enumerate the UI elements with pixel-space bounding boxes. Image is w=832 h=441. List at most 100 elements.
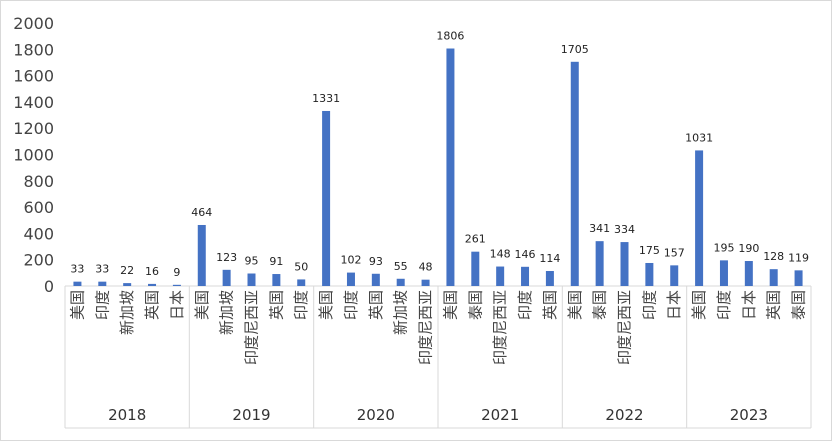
bar xyxy=(471,251,480,286)
category-label: 印度 xyxy=(715,290,733,320)
category-label: 日本 xyxy=(740,290,758,320)
data-label: 146 xyxy=(515,248,536,261)
data-label: 261 xyxy=(465,233,486,246)
bar xyxy=(322,110,331,286)
data-label: 148 xyxy=(490,248,511,261)
data-label: 123 xyxy=(216,251,237,264)
bar xyxy=(247,273,256,286)
category-label: 新加坡 xyxy=(118,290,136,335)
category-label: 印度尼西亚 xyxy=(616,290,634,365)
bar xyxy=(695,150,704,286)
data-label: 95 xyxy=(245,255,259,268)
category-label: 英国 xyxy=(143,290,161,320)
bar xyxy=(172,284,181,286)
data-label: 22 xyxy=(120,264,134,277)
data-label: 119 xyxy=(788,251,809,264)
data-label: 50 xyxy=(294,260,308,273)
data-label: 93 xyxy=(369,255,383,268)
category-label: 印度尼西亚 xyxy=(491,290,509,365)
category-label: 泰国 xyxy=(591,290,609,320)
category-label: 日本 xyxy=(168,290,186,320)
data-label: 195 xyxy=(713,241,734,254)
year-label: 2023 xyxy=(730,406,768,424)
y-tick-label: 800 xyxy=(23,172,54,191)
data-label: 190 xyxy=(738,242,759,255)
category-label: 印度 xyxy=(516,290,534,320)
bar xyxy=(222,269,231,286)
bar xyxy=(570,61,579,287)
year-label: 2018 xyxy=(108,406,146,424)
category-label: 美国 xyxy=(690,290,708,320)
category-label: 英国 xyxy=(367,290,385,320)
data-label: 1031 xyxy=(685,131,713,144)
category-label: 新加坡 xyxy=(218,290,236,335)
data-label: 1331 xyxy=(312,92,340,105)
data-label: 9 xyxy=(173,266,180,279)
category-label: 英国 xyxy=(267,290,285,320)
bar xyxy=(421,279,430,286)
y-tick-label: 1600 xyxy=(13,67,54,86)
y-tick-label: 200 xyxy=(23,251,54,270)
data-label: 128 xyxy=(763,250,784,263)
bar xyxy=(719,260,728,286)
data-label: 341 xyxy=(589,222,610,235)
year-label: 2021 xyxy=(481,406,519,424)
year-label: 2020 xyxy=(357,406,395,424)
data-label: 114 xyxy=(539,252,560,265)
bar xyxy=(371,273,380,286)
y-tick-label: 0 xyxy=(44,277,54,296)
data-label: 16 xyxy=(145,265,159,278)
data-label: 55 xyxy=(394,260,408,273)
y-tick-label: 1800 xyxy=(13,40,54,59)
category-label: 印度 xyxy=(640,290,658,320)
category-label: 印度尼西亚 xyxy=(243,290,261,365)
category-label: 印度尼西亚 xyxy=(417,290,435,365)
bar xyxy=(521,266,530,286)
bar xyxy=(620,242,629,286)
category-label: 泰国 xyxy=(466,290,484,320)
category-label: 印度 xyxy=(93,290,111,320)
category-label: 美国 xyxy=(68,290,86,320)
bar xyxy=(148,283,157,286)
bar xyxy=(346,272,355,286)
bar xyxy=(123,283,132,286)
bar xyxy=(272,274,281,286)
category-label: 日本 xyxy=(665,290,683,320)
y-tick-label: 400 xyxy=(23,224,54,243)
category-label: 泰国 xyxy=(790,290,808,320)
y-tick-label: 1000 xyxy=(13,146,54,165)
bar xyxy=(197,224,206,286)
category-label: 美国 xyxy=(441,290,459,320)
bar xyxy=(446,48,455,286)
y-tick-label: 600 xyxy=(23,198,54,217)
bar xyxy=(545,271,554,286)
bar xyxy=(794,270,803,286)
bar xyxy=(297,279,306,286)
category-label: 印度 xyxy=(342,290,360,320)
bar xyxy=(645,262,654,286)
data-label: 102 xyxy=(340,254,361,267)
bar xyxy=(670,265,679,286)
bar xyxy=(595,241,604,286)
category-label: 美国 xyxy=(317,290,335,320)
data-label: 48 xyxy=(419,261,433,274)
category-label: 印度 xyxy=(292,290,310,320)
bar xyxy=(744,261,753,286)
bar xyxy=(73,281,82,286)
bar xyxy=(496,266,505,286)
category-label: 美国 xyxy=(193,290,211,320)
data-label: 33 xyxy=(70,263,84,276)
bar xyxy=(769,269,778,286)
year-label: 2022 xyxy=(605,406,643,424)
data-label: 334 xyxy=(614,223,635,236)
category-label: 新加坡 xyxy=(392,290,410,335)
data-label: 91 xyxy=(269,255,283,268)
y-tick-label: 1400 xyxy=(13,93,54,112)
bar xyxy=(98,281,107,286)
category-label: 英国 xyxy=(541,290,559,320)
data-label: 464 xyxy=(191,206,212,219)
year-label: 2019 xyxy=(232,406,270,424)
y-tick-label: 2000 xyxy=(13,14,54,33)
